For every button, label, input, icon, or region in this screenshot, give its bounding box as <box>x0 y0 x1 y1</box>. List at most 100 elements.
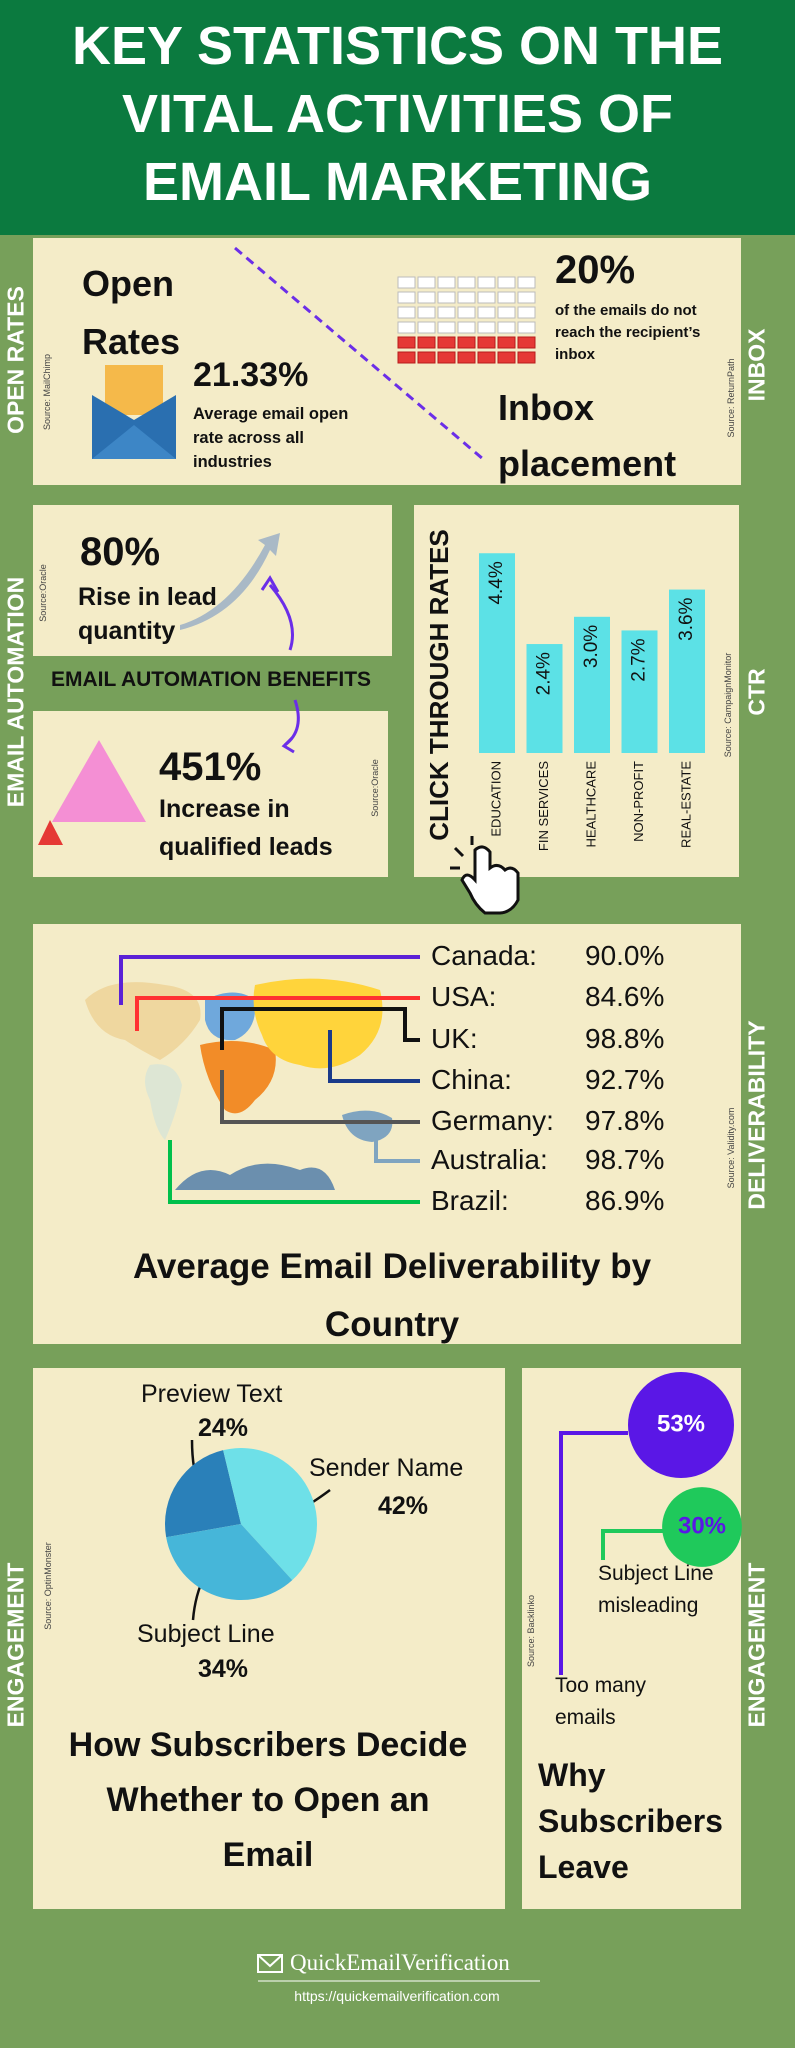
envelope <box>517 291 536 304</box>
country-value: 92.7% <box>585 1064 665 1095</box>
source: Source:Oracle <box>38 564 48 622</box>
envelope <box>417 306 436 319</box>
value-label: 30% <box>678 1512 726 1539</box>
envelope <box>477 306 496 319</box>
side-label: DELIVERABILITY <box>743 1020 770 1210</box>
envelope <box>397 336 416 349</box>
envelope <box>437 276 456 289</box>
brand: QuickEmailVerification <box>290 1950 510 1975</box>
country-value: 84.6% <box>585 981 665 1012</box>
envelope <box>517 276 536 289</box>
envelope <box>497 306 516 319</box>
header-band <box>0 0 795 235</box>
logo-icon <box>257 1954 283 1973</box>
envelope <box>397 321 416 334</box>
pie-slice <box>164 1450 241 1538</box>
bubble <box>662 1487 742 1567</box>
envelope <box>497 276 516 289</box>
x-tick-label: REAL-ESTATE <box>678 761 693 848</box>
envelope <box>417 351 436 364</box>
envelope <box>477 291 496 304</box>
source: Source: Validity.com <box>726 1107 736 1189</box>
source: Source: OptinMonster <box>43 1542 53 1630</box>
envelope <box>477 351 496 364</box>
side-label: CTR <box>743 668 770 716</box>
pie-value: 24% <box>198 1414 249 1442</box>
envelope <box>397 306 416 319</box>
stat: 451% <box>159 745 262 789</box>
envelope <box>457 306 476 319</box>
envelope <box>497 351 516 364</box>
section-title: Average Email Deliverability by Country <box>132 1247 652 1344</box>
envelope <box>497 291 516 304</box>
chart-title: CLICK THROUGH RATES <box>424 529 454 841</box>
bar <box>669 589 705 753</box>
bar <box>574 616 610 753</box>
country: Germany: <box>431 1105 554 1136</box>
country-value: 86.9% <box>585 1185 665 1216</box>
envelope <box>397 276 416 289</box>
value-label: 53% <box>657 1410 705 1437</box>
value-label: 2.7% <box>629 638 650 681</box>
envelope <box>457 336 476 349</box>
source: Source:Oracle <box>370 759 380 817</box>
envelope <box>457 351 476 364</box>
envelope <box>477 336 496 349</box>
triangle <box>38 820 63 845</box>
stat-text: Increase in qualified leads <box>159 795 333 861</box>
country: Brazil: <box>431 1185 509 1216</box>
envelope <box>477 276 496 289</box>
url[interactable]: https://quickemailverification.com <box>294 1988 500 2004</box>
envelope <box>497 321 516 334</box>
country: USA: <box>431 981 497 1012</box>
stat: 20% <box>555 248 636 292</box>
side-label: ENGAGEMENT <box>2 1562 29 1728</box>
value-label: 3.6% <box>676 597 697 640</box>
country-value: 97.8% <box>585 1105 665 1136</box>
envelope <box>417 276 436 289</box>
side-label: EMAIL AUTOMATION <box>2 576 29 808</box>
triangle <box>52 740 146 822</box>
heading: Inbox placement <box>498 387 677 484</box>
envelope-icon <box>92 365 176 459</box>
bar <box>479 553 515 753</box>
heading: EMAIL AUTOMATION BENEFITS <box>50 668 372 691</box>
country-connectors <box>119 955 420 1204</box>
envelope <box>437 306 456 319</box>
pie-value: 34% <box>198 1655 249 1683</box>
stat-text: of the emails do not reach the recipient… <box>555 302 701 363</box>
envelope <box>437 351 456 364</box>
x-tick-label: NON-PROFIT <box>631 761 646 842</box>
envelope-grid <box>397 276 536 364</box>
envelope <box>437 321 456 334</box>
value-label: 2.4% <box>534 652 555 695</box>
envelope <box>477 321 496 334</box>
x-tick-label: EDUCATION <box>488 761 503 837</box>
connector <box>601 1529 664 1560</box>
country-value: 98.8% <box>585 1023 665 1054</box>
chart-title: How Subscribers Decide Whether to Open a… <box>68 1726 468 1874</box>
pie-slice <box>223 1447 318 1581</box>
side-label: ENGAGEMENT <box>743 1562 770 1728</box>
country: Australia: <box>431 1144 548 1175</box>
arrow-head <box>260 575 280 593</box>
country-value: 98.7% <box>585 1144 665 1175</box>
arrow-head <box>281 736 295 754</box>
stat-text: Average email open rate across all indus… <box>193 405 349 471</box>
panel <box>33 505 392 656</box>
side-label: OPEN RATES <box>2 286 29 434</box>
envelope <box>517 351 536 364</box>
value-label: 4.4% <box>486 561 507 604</box>
envelope <box>397 351 416 364</box>
connector <box>559 1431 628 1675</box>
chart-title: Why Subscribers Leave <box>538 1757 723 1885</box>
envelope <box>417 291 436 304</box>
envelope <box>497 336 516 349</box>
source: Source: CampaignMonitor <box>723 652 733 758</box>
country: China: <box>431 1064 512 1095</box>
envelope <box>397 291 416 304</box>
envelope <box>457 276 476 289</box>
envelope <box>437 336 456 349</box>
